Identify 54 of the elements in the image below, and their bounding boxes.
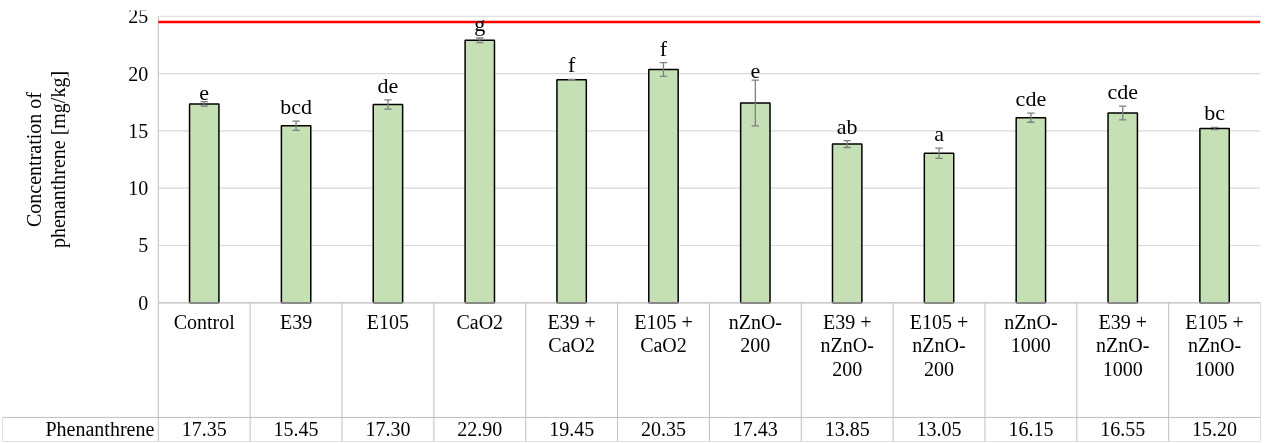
annotation: bcd bbox=[280, 94, 312, 120]
x-tick-label: E39 + CaO2 bbox=[547, 311, 596, 357]
data-label: 17.43 bbox=[732, 418, 778, 441]
bar bbox=[464, 39, 496, 304]
x-tick-label: nZnO-200 bbox=[728, 311, 782, 357]
bar bbox=[1199, 127, 1231, 304]
data-label: 15.20 bbox=[1192, 418, 1238, 441]
data-label: 16.15 bbox=[1008, 418, 1054, 441]
annotation: cde bbox=[1107, 79, 1138, 105]
bar bbox=[372, 103, 404, 304]
data-label: 17.35 bbox=[181, 418, 227, 441]
data-label: 16.55 bbox=[1100, 418, 1146, 441]
annotation: e bbox=[199, 79, 210, 105]
annotation: de bbox=[377, 72, 399, 98]
annotation: a bbox=[934, 121, 945, 147]
annotation: f bbox=[567, 52, 576, 78]
y-tick-label: 10 bbox=[128, 177, 149, 200]
x-tick-label: E39 + nZnO-200 bbox=[820, 311, 874, 380]
bar bbox=[739, 102, 771, 304]
data-label: 20.35 bbox=[640, 418, 686, 441]
x-tick-label: E105 + CaO2 bbox=[634, 311, 693, 357]
y-tick-label: 0 bbox=[138, 291, 149, 314]
text: Phenanthrene bbox=[45, 418, 155, 441]
bar bbox=[1015, 116, 1047, 304]
annotation: cde bbox=[1015, 86, 1047, 112]
bar bbox=[280, 124, 312, 304]
x-tick-label: E105 + nZnO-200 bbox=[909, 311, 969, 380]
bar bbox=[648, 68, 679, 304]
bar bbox=[923, 152, 955, 304]
x-tick-label: Control bbox=[173, 311, 236, 334]
data-label: 17.30 bbox=[365, 418, 411, 441]
x-tick-label: E105 + nZnO-1000 bbox=[1185, 311, 1244, 380]
bar bbox=[831, 143, 863, 304]
data-label: 13.85 bbox=[824, 418, 870, 441]
x-tick-label: E105 bbox=[366, 311, 410, 334]
annotation: ab bbox=[836, 113, 858, 139]
bar bbox=[1107, 112, 1139, 304]
y-tick-label: 15 bbox=[128, 119, 149, 142]
x-tick-label: E39 bbox=[279, 311, 313, 334]
data-label: 19.45 bbox=[549, 418, 595, 441]
data-label: 15.45 bbox=[273, 418, 319, 441]
x-tick-label: E39 + nZnO-1000 bbox=[1096, 311, 1150, 380]
data-label: 13.05 bbox=[916, 418, 962, 441]
x-tick-label: nZnO-1000 bbox=[1004, 311, 1058, 357]
x-tick-label: CaO2 bbox=[456, 311, 504, 334]
bar bbox=[188, 103, 220, 304]
y-tick-label: 20 bbox=[128, 62, 149, 85]
annotation: f bbox=[659, 35, 668, 61]
y-tick-label: 5 bbox=[138, 234, 149, 257]
annotation: bc bbox=[1204, 100, 1226, 126]
bar bbox=[556, 79, 588, 304]
annotation: e bbox=[750, 58, 761, 84]
y-axis-title: Concentration of phenanthrene [mg/kg] bbox=[23, 70, 71, 249]
data-label: 22.90 bbox=[457, 418, 503, 441]
